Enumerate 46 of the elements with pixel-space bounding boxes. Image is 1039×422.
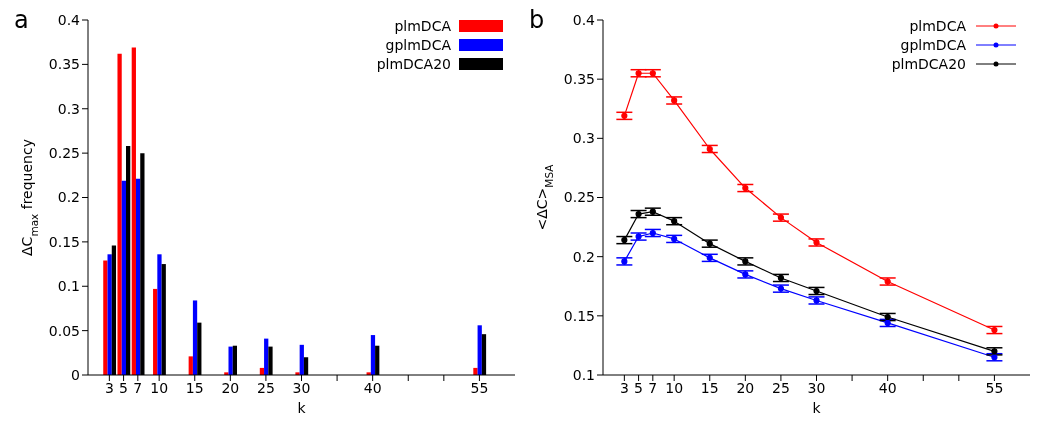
y-tick-label: 0 [71,366,80,383]
x-tick-label: 5 [634,379,644,396]
x-tick-label: 40 [878,379,897,396]
legend-label: plmDCA [909,17,966,34]
x-tick-label: 7 [133,379,143,396]
x-tick-label: 55 [985,379,1004,396]
x-tick-label: 10 [150,379,169,396]
legend-label: plmDCA20 [891,55,966,72]
y-tick-label: 0.3 [57,100,80,117]
y-tick-label: 0.25 [563,189,595,206]
y-tick-label: 0.3 [572,130,595,147]
y-tick-label: 0.15 [563,307,595,324]
x-axis-title: k [812,400,822,416]
y-tick-label: 0.1 [572,366,595,383]
legend-label: plmDCA [394,17,451,34]
y-tick-label: 0.05 [48,322,80,339]
x-tick-label: 30 [292,379,311,396]
x-tick-label: 40 [363,379,382,396]
x-tick-label: 5 [119,379,129,396]
x-axis-title: k [297,400,307,416]
x-tick-label: 10 [665,379,684,396]
y-tick-label: 0.35 [48,56,80,73]
y-tick-label: 0.1 [57,278,80,295]
x-tick-label: 20 [736,379,755,396]
x-tick-label: 15 [185,379,204,396]
y-tick-label: 0.2 [572,248,595,265]
x-tick-label: 25 [257,379,275,396]
y-tick-label: 0.15 [48,233,80,250]
y-tick-label: 0.35 [563,71,595,88]
chart-title: b [529,6,545,34]
x-tick-label: 55 [470,379,489,396]
legend-label: gplmDCA [900,36,966,53]
x-tick-label: 3 [619,379,629,396]
x-tick-label: 7 [648,379,658,396]
x-tick-label: 30 [807,379,826,396]
x-tick-label: 25 [772,379,790,396]
legend-label: plmDCA20 [376,55,451,72]
chart-title: a [14,6,29,34]
y-tick-label: 0.2 [57,189,80,206]
y-tick-label: 0.4 [572,11,596,28]
legend-label: gplmDCA [385,36,451,53]
y-tick-label: 0.25 [48,145,80,162]
x-tick-label: 3 [104,379,114,396]
x-tick-label: 20 [221,379,240,396]
x-tick-label: 15 [700,379,719,396]
y-tick-label: 0.4 [57,11,81,28]
